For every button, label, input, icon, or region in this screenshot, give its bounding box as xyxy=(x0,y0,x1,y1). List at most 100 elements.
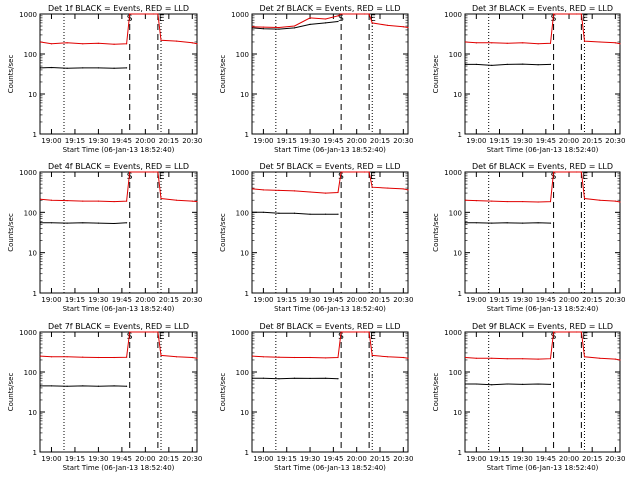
y-tick-label: 10 xyxy=(453,91,462,99)
start-marker-label: S xyxy=(127,332,133,342)
lld-data-point xyxy=(176,199,178,201)
start-marker-label: S xyxy=(338,14,344,24)
chart-panel-3: Det 3f BLACK = Events, RED = LLD 1 10 100 10… xyxy=(432,4,625,154)
lld-data-point xyxy=(619,201,621,203)
y-tick-label: 100 xyxy=(236,209,249,217)
lld-data-point xyxy=(82,43,84,45)
x-tick-label: 19:00 xyxy=(466,296,486,304)
lld-data-point xyxy=(309,191,311,193)
lld-data-point xyxy=(50,199,53,201)
lld-data-point xyxy=(152,331,154,333)
lld-data-point xyxy=(152,171,154,173)
lld-data-point xyxy=(568,13,570,15)
y-tick-label: 100 xyxy=(236,51,249,59)
events-data-point xyxy=(50,385,53,387)
y-tick-label: 100 xyxy=(449,51,462,59)
lld-data-point xyxy=(387,187,389,189)
start-marker-label: S xyxy=(127,14,133,24)
y-tick-label: 1000 xyxy=(444,329,462,337)
lld-data-point xyxy=(160,197,162,200)
lld-data-point xyxy=(363,331,366,333)
lld-data-point xyxy=(39,41,42,43)
x-tick-label: 19:45 xyxy=(112,296,132,304)
lld-data-point xyxy=(464,41,467,43)
events-data-point xyxy=(537,383,539,385)
y-axis-label: Counts/sec xyxy=(432,213,440,252)
events-data-point xyxy=(475,63,477,65)
x-tick-label: 20:30 xyxy=(393,455,413,463)
x-tick-label: 19:15 xyxy=(277,296,297,304)
events-data-point xyxy=(82,385,84,387)
events-data-point xyxy=(506,383,508,385)
lld-data-point xyxy=(176,40,178,42)
lld-data-point xyxy=(464,199,467,201)
lld-data-point xyxy=(549,42,552,44)
start-marker-label: S xyxy=(127,172,133,182)
events-data-point xyxy=(251,377,254,379)
x-tick-label: 19:15 xyxy=(489,455,509,463)
x-tick-label: 19:00 xyxy=(466,137,486,145)
y-tick-label: 1 xyxy=(33,449,37,457)
events-data-point xyxy=(522,63,524,65)
x-tick-label: 20:30 xyxy=(605,137,625,145)
events-data-point xyxy=(549,383,552,385)
events-data-point xyxy=(464,63,467,65)
y-tick-label: 10 xyxy=(28,409,37,417)
x-tick-label: 19:30 xyxy=(88,296,108,304)
events-data-point xyxy=(464,383,467,385)
end-marker-label: E xyxy=(159,14,165,24)
lld-data-point xyxy=(583,197,586,200)
events-data-point xyxy=(50,66,53,69)
events-data-point xyxy=(464,222,467,224)
lld-data-point xyxy=(619,43,621,45)
events-data-point xyxy=(475,383,477,385)
lld-data-point xyxy=(619,359,621,361)
lld-data-point xyxy=(371,22,373,24)
x-tick-label: 20:00 xyxy=(135,296,155,304)
y-tick-label: 100 xyxy=(24,209,37,217)
y-tick-label: 100 xyxy=(236,369,249,377)
lld-data-point xyxy=(537,358,539,360)
events-series-line xyxy=(41,384,162,386)
chart-panel-9: Det 9f BLACK = Events, RED = LLD 1 10 100 10… xyxy=(432,322,625,472)
x-tick-label: 20:00 xyxy=(559,455,579,463)
y-tick-label: 1000 xyxy=(231,169,249,177)
y-axis-label: Counts/sec xyxy=(432,373,440,412)
y-tick-label: 100 xyxy=(449,209,462,217)
lld-data-point xyxy=(144,331,146,333)
events-series-line xyxy=(253,376,373,379)
end-marker-label: E xyxy=(582,172,588,182)
lld-data-point xyxy=(614,358,616,360)
panel-title: Det 2f BLACK = Events, RED = LLD xyxy=(259,4,400,13)
lld-data-point xyxy=(309,17,311,19)
lld-data-point xyxy=(580,331,582,333)
events-data-point xyxy=(522,383,524,385)
lld-data-point xyxy=(552,171,555,173)
panel-title: Det 3f BLACK = Events, RED = LLD xyxy=(472,4,613,13)
lld-data-point xyxy=(475,42,477,44)
lld-data-point xyxy=(157,171,159,173)
lld-data-point xyxy=(576,171,578,173)
x-tick-label: 19:45 xyxy=(323,455,343,463)
y-tick-label: 1000 xyxy=(19,329,37,337)
lld-data-point xyxy=(576,13,578,15)
y-tick-label: 100 xyxy=(449,369,462,377)
lld-data-point xyxy=(113,200,115,203)
x-tick-label: 20:30 xyxy=(393,296,413,304)
panel-title: Det 1f BLACK = Events, RED = LLD xyxy=(48,4,189,13)
lld-data-point xyxy=(293,190,296,192)
events-series-line xyxy=(253,212,373,214)
lld-series-line xyxy=(465,13,621,45)
lld-data-point xyxy=(97,200,100,202)
x-tick-label: 20:00 xyxy=(559,296,579,304)
x-tick-label: 19:30 xyxy=(300,296,320,304)
lld-data-point xyxy=(371,186,373,188)
y-tick-label: 10 xyxy=(28,250,37,258)
x-tick-label: 19:30 xyxy=(513,296,533,304)
x-tick-label: 20:15 xyxy=(370,455,390,463)
lld-data-point xyxy=(583,356,586,358)
lld-data-point xyxy=(464,356,467,359)
lld-data-point xyxy=(293,356,296,359)
events-data-point xyxy=(506,222,508,224)
lld-data-point xyxy=(337,15,339,17)
